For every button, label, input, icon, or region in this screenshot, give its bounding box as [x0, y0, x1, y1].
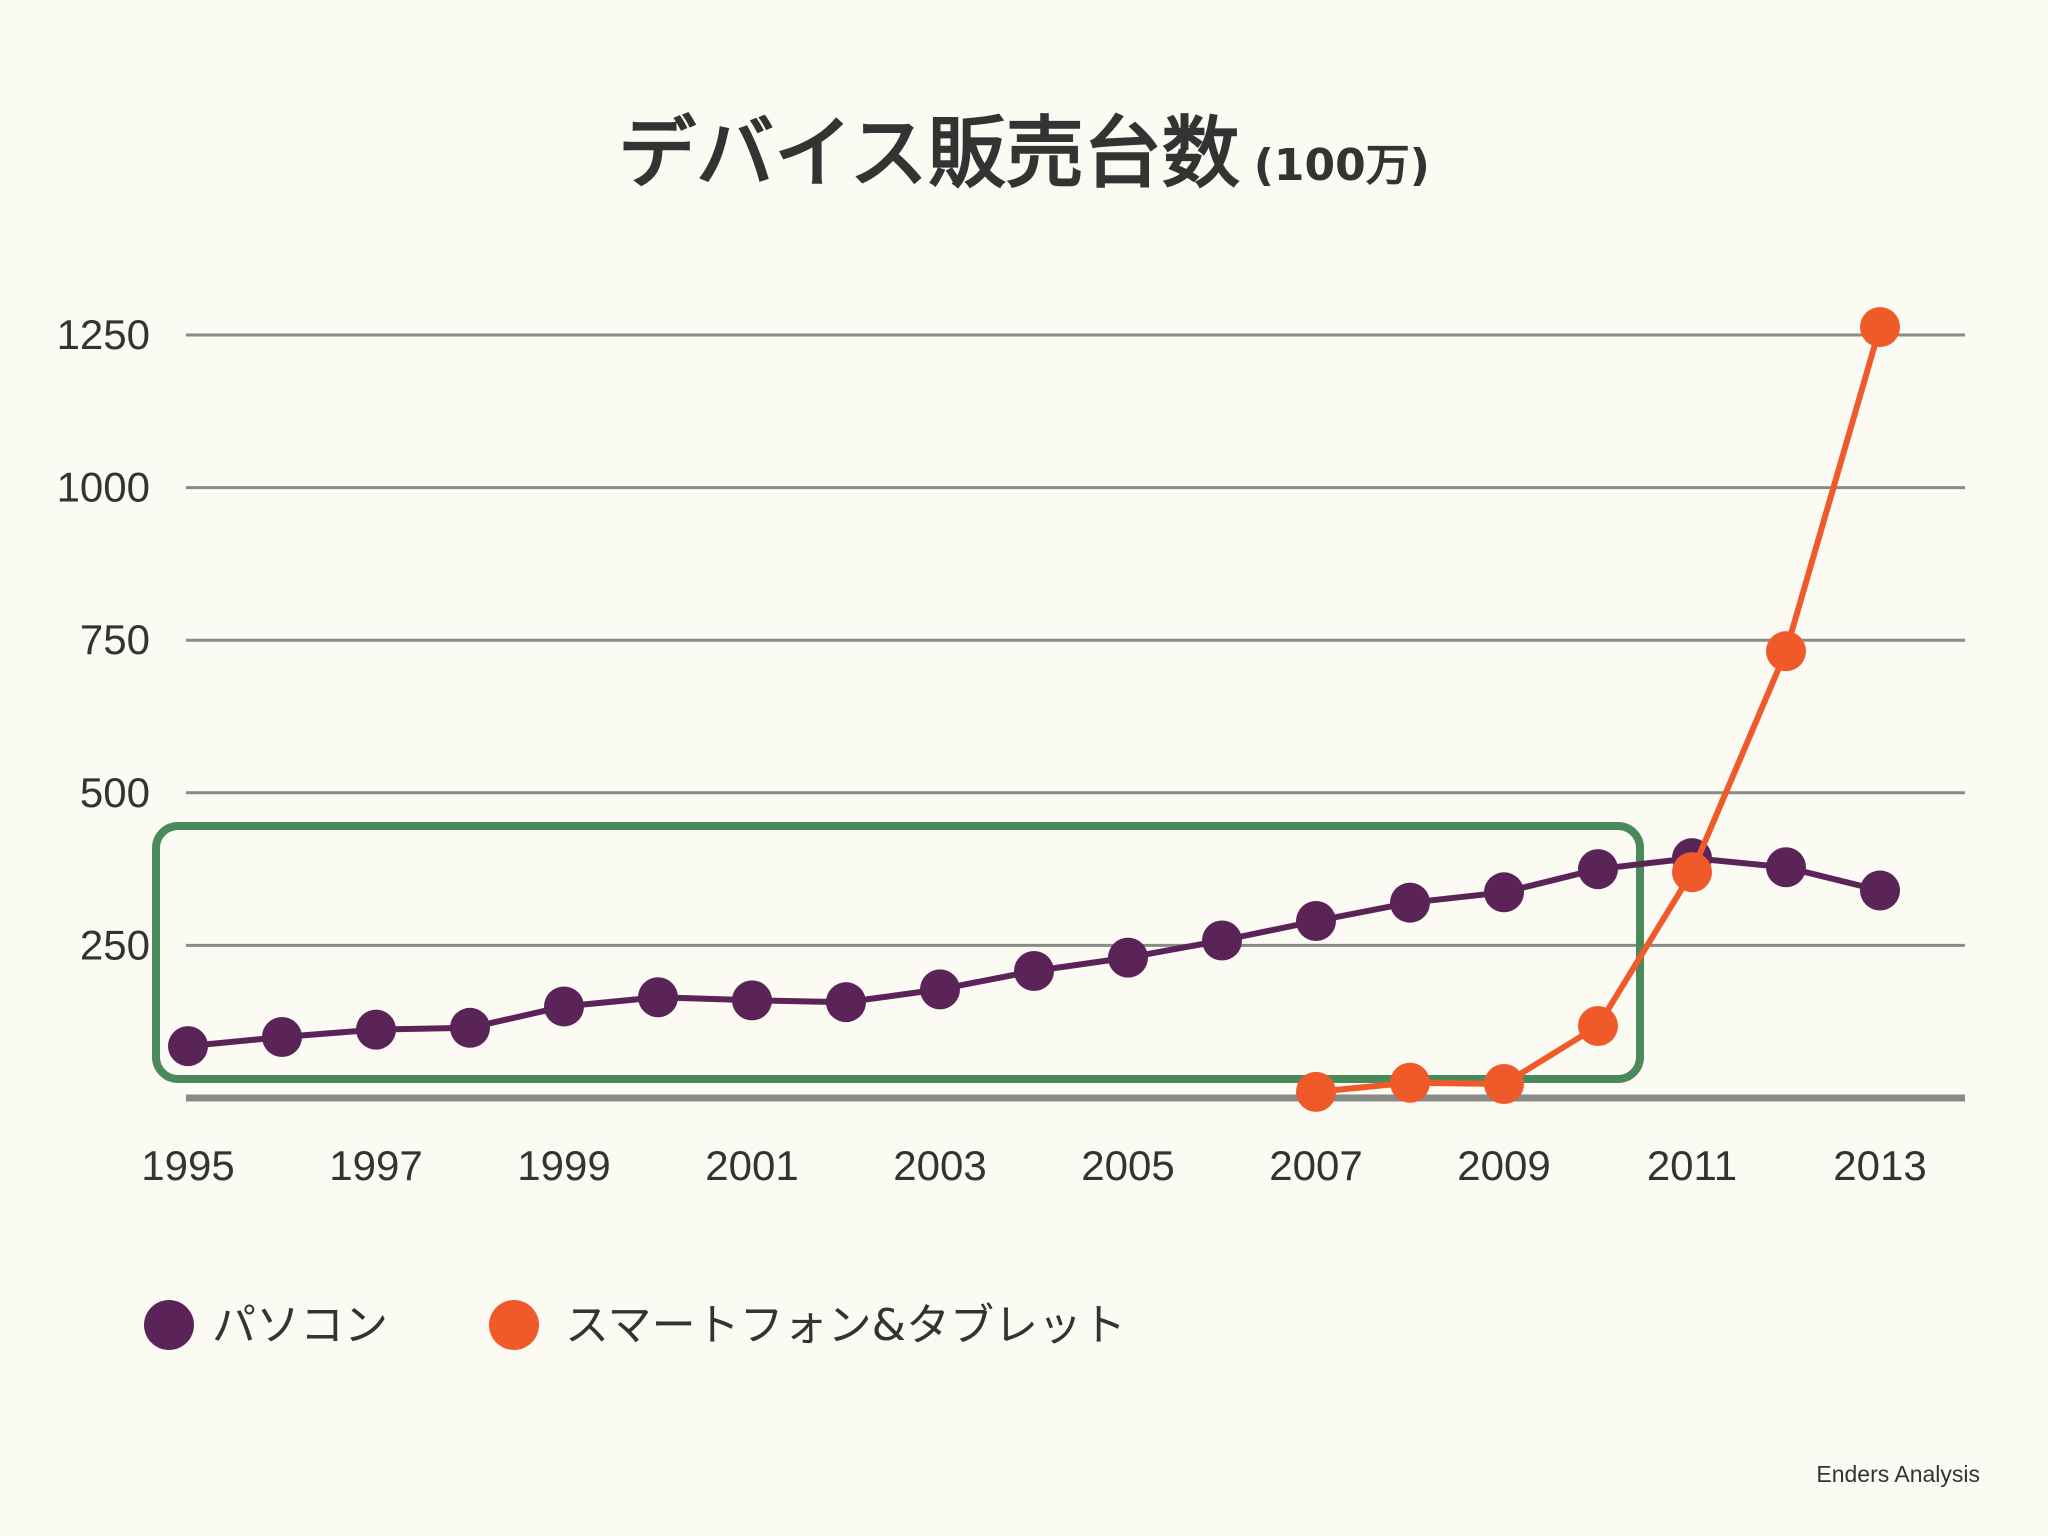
x-tick-label-2005: 2005	[1081, 1142, 1174, 1189]
series-0-point-1996	[262, 1016, 302, 1057]
series-line-1	[1315, 326, 1883, 1095]
x-tick-label-2011: 2011	[1647, 1142, 1737, 1189]
series-0-point-2012	[1766, 847, 1806, 888]
y-tick-label-750: 750	[80, 616, 150, 663]
series-0-point-2007	[1296, 900, 1336, 941]
grid-lines	[186, 333, 1965, 1102]
series-1-point-2013	[1860, 307, 1900, 348]
x-tick-label-2009: 2009	[1457, 1142, 1550, 1189]
x-tick-label-2001: 2001	[705, 1142, 798, 1189]
y-tick-label-500: 500	[80, 769, 150, 816]
series-0-point-2008	[1390, 882, 1430, 923]
series-0-point-2001	[732, 980, 772, 1021]
series-1-point-2008	[1390, 1062, 1430, 1103]
legend-marker-1	[489, 1300, 539, 1350]
series-1-point-2007	[1296, 1071, 1336, 1112]
legend-label-1: スマートフォン&タブレット	[565, 1300, 1126, 1351]
series-0-point-2006	[1202, 920, 1242, 961]
x-tick-label-1995: 1995	[141, 1142, 234, 1189]
y-axis-ticks: 250 500 750 1000 1250	[57, 311, 150, 968]
series-1-point-2010	[1578, 1005, 1618, 1046]
x-axis-ticks: 1995 1997 1999 2001 2003 2005 2007 2009 2011 2013	[141, 1142, 1926, 1189]
series-0-point-2000	[638, 977, 678, 1018]
series-0-point-2005	[1108, 937, 1148, 978]
x-tick-label-1997: 1997	[329, 1142, 422, 1189]
y-tick-label-1000: 1000	[57, 464, 150, 511]
legend-marker-0	[144, 1300, 194, 1350]
x-tick-label-1999: 1999	[517, 1142, 610, 1189]
series-0-point-2002	[826, 982, 866, 1023]
series-0-point-2003	[920, 969, 960, 1010]
x-tick-label-2003: 2003	[893, 1142, 986, 1189]
series-1-point-2009	[1484, 1063, 1524, 1104]
series-0-point-1995	[168, 1026, 208, 1067]
series-0-point-1998	[450, 1007, 490, 1048]
series-1-point-2012	[1766, 631, 1806, 672]
legend: パソコン スマートフォン&タブレット	[144, 1300, 1126, 1351]
series-0-point-1999	[544, 986, 584, 1027]
chart-title: デバイス販売台数 (100万)	[618, 109, 1430, 199]
source-credit: Enders Analysis	[1816, 1461, 1980, 1487]
series-0-point-2013	[1860, 870, 1900, 911]
legend-label-0: パソコン	[212, 1300, 388, 1351]
series-0-point-1997	[356, 1009, 396, 1050]
y-tick-label-1250: 1250	[57, 311, 150, 358]
series-0-point-2009	[1484, 872, 1524, 913]
chart-title-unit: (100万)	[1254, 140, 1430, 191]
series-0-point-2004	[1014, 951, 1054, 992]
series-0-point-2010	[1578, 849, 1618, 890]
series-layer	[168, 307, 1900, 1112]
series-1-point-2011	[1672, 852, 1712, 893]
x-tick-label-2013: 2013	[1833, 1142, 1926, 1189]
y-tick-label-250: 250	[80, 921, 150, 968]
chart-title-main: デバイス販売台数	[618, 109, 1240, 199]
x-tick-label-2007: 2007	[1269, 1142, 1362, 1189]
